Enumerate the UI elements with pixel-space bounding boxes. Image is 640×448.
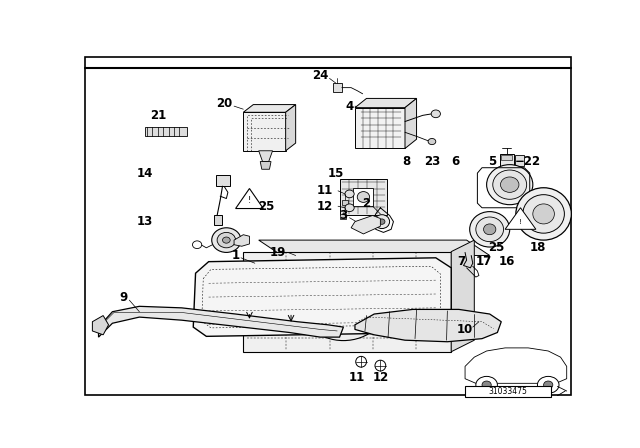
Text: 17: 17: [476, 255, 492, 268]
Bar: [216, 176, 230, 186]
Text: 18: 18: [529, 241, 546, 254]
Text: 14: 14: [136, 167, 153, 180]
Polygon shape: [92, 315, 109, 335]
Polygon shape: [234, 235, 250, 246]
Polygon shape: [355, 99, 417, 108]
Ellipse shape: [357, 192, 369, 202]
Polygon shape: [465, 348, 566, 383]
Bar: [145, 127, 187, 136]
Text: 19: 19: [270, 246, 286, 259]
Ellipse shape: [324, 283, 363, 317]
Ellipse shape: [335, 293, 352, 308]
Polygon shape: [333, 83, 342, 92]
Bar: [214, 215, 221, 225]
Polygon shape: [405, 99, 417, 148]
Ellipse shape: [486, 165, 533, 205]
Polygon shape: [451, 240, 474, 352]
Text: 15: 15: [328, 167, 344, 180]
Ellipse shape: [223, 237, 230, 243]
Text: 2: 2: [362, 198, 371, 211]
Ellipse shape: [379, 219, 385, 224]
Ellipse shape: [523, 195, 564, 233]
Ellipse shape: [476, 376, 497, 393]
Text: 23: 23: [424, 155, 440, 168]
Polygon shape: [99, 306, 344, 337]
Bar: [353, 188, 373, 206]
Text: 5: 5: [488, 155, 496, 168]
Ellipse shape: [310, 270, 378, 330]
Text: −22: −22: [515, 155, 541, 168]
Ellipse shape: [493, 170, 527, 199]
Ellipse shape: [298, 260, 389, 340]
Text: 9: 9: [120, 291, 128, 304]
Polygon shape: [243, 104, 296, 112]
Polygon shape: [259, 240, 490, 255]
Ellipse shape: [470, 211, 509, 247]
Ellipse shape: [393, 281, 425, 310]
Ellipse shape: [374, 215, 390, 228]
Polygon shape: [355, 108, 405, 148]
Ellipse shape: [217, 233, 236, 248]
Text: !: !: [248, 196, 251, 205]
Bar: [501, 155, 512, 160]
Ellipse shape: [543, 381, 553, 389]
Text: 12: 12: [372, 370, 388, 383]
Polygon shape: [340, 178, 387, 215]
Text: 13: 13: [136, 215, 153, 228]
Circle shape: [470, 359, 481, 370]
Ellipse shape: [431, 110, 440, 118]
Polygon shape: [236, 189, 263, 208]
Ellipse shape: [428, 138, 436, 145]
Text: 24: 24: [312, 69, 328, 82]
Ellipse shape: [482, 381, 492, 389]
Text: 7: 7: [457, 255, 465, 268]
Text: 25: 25: [258, 200, 275, 213]
Ellipse shape: [345, 190, 354, 198]
Text: 11: 11: [349, 370, 365, 383]
Ellipse shape: [345, 204, 354, 211]
Ellipse shape: [385, 274, 433, 317]
Text: 4: 4: [346, 99, 354, 112]
Text: 31033475: 31033475: [489, 387, 527, 396]
Polygon shape: [243, 112, 285, 151]
Ellipse shape: [516, 188, 572, 240]
Ellipse shape: [533, 204, 554, 224]
Bar: [515, 155, 524, 166]
Polygon shape: [285, 104, 296, 151]
Polygon shape: [505, 208, 536, 229]
Ellipse shape: [484, 224, 496, 235]
Polygon shape: [193, 258, 451, 336]
Ellipse shape: [476, 217, 504, 241]
Polygon shape: [259, 151, 273, 162]
Polygon shape: [355, 310, 501, 342]
Ellipse shape: [402, 289, 416, 302]
Ellipse shape: [538, 376, 559, 393]
Text: 1: 1: [232, 249, 239, 262]
Text: 11: 11: [317, 184, 333, 197]
Text: 20: 20: [216, 97, 232, 110]
Bar: [342, 200, 348, 205]
Polygon shape: [351, 215, 380, 234]
Ellipse shape: [500, 177, 519, 192]
Text: 10: 10: [457, 323, 473, 336]
Text: 21: 21: [150, 109, 167, 122]
Text: 6: 6: [452, 155, 460, 168]
Text: !: !: [519, 219, 522, 224]
Ellipse shape: [193, 241, 202, 249]
Bar: [500, 154, 513, 166]
Polygon shape: [243, 252, 451, 352]
Polygon shape: [260, 162, 271, 169]
Bar: [340, 214, 346, 219]
Text: 3: 3: [339, 209, 348, 222]
Ellipse shape: [375, 360, 386, 371]
Ellipse shape: [356, 356, 367, 367]
Text: 8: 8: [403, 155, 411, 168]
Text: 25: 25: [488, 241, 504, 254]
Text: 12: 12: [317, 200, 333, 213]
Bar: [465, 386, 551, 397]
Text: 16: 16: [499, 255, 515, 268]
Ellipse shape: [212, 228, 241, 252]
